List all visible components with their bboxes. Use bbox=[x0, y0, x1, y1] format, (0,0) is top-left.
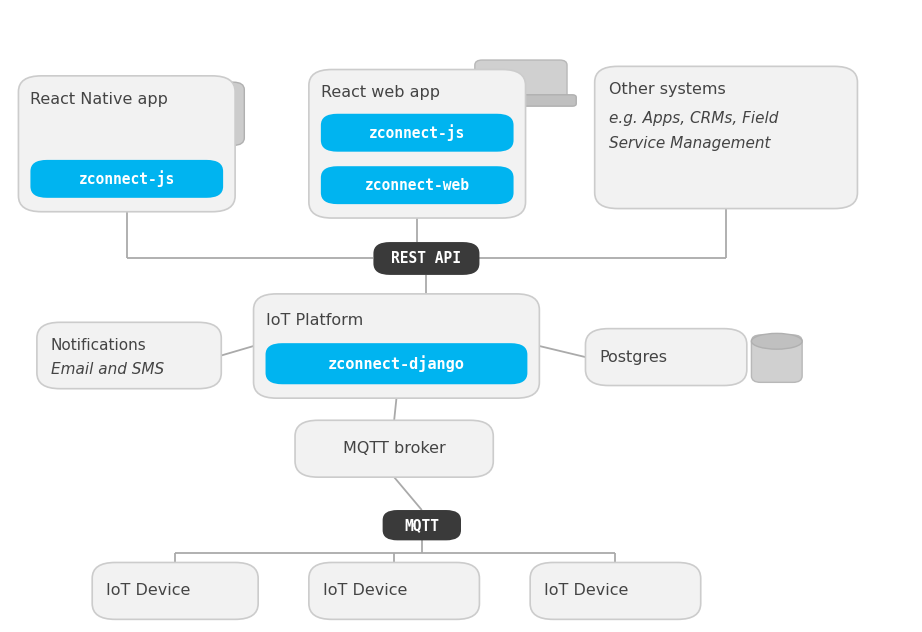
Text: zconnect-js: zconnect-js bbox=[369, 125, 466, 141]
FancyBboxPatch shape bbox=[309, 562, 479, 619]
FancyBboxPatch shape bbox=[383, 510, 461, 540]
Text: zconnect-web: zconnect-web bbox=[365, 178, 469, 193]
Ellipse shape bbox=[751, 334, 802, 349]
Text: IoT Platform: IoT Platform bbox=[266, 313, 362, 328]
FancyBboxPatch shape bbox=[321, 166, 514, 204]
FancyBboxPatch shape bbox=[254, 294, 539, 398]
FancyBboxPatch shape bbox=[266, 343, 527, 384]
Text: IoT Device: IoT Device bbox=[544, 583, 629, 599]
FancyBboxPatch shape bbox=[475, 60, 567, 101]
Text: zconnect-django: zconnect-django bbox=[328, 355, 465, 372]
FancyBboxPatch shape bbox=[194, 82, 244, 145]
FancyBboxPatch shape bbox=[321, 114, 514, 152]
FancyBboxPatch shape bbox=[309, 70, 526, 218]
FancyBboxPatch shape bbox=[161, 76, 212, 139]
FancyBboxPatch shape bbox=[585, 329, 747, 386]
Text: React web app: React web app bbox=[321, 85, 440, 100]
Text: React Native app: React Native app bbox=[30, 92, 169, 107]
Text: MQTT broker: MQTT broker bbox=[343, 441, 445, 456]
FancyBboxPatch shape bbox=[373, 242, 479, 275]
Text: e.g. Apps, CRMs, Field: e.g. Apps, CRMs, Field bbox=[609, 111, 778, 126]
FancyBboxPatch shape bbox=[295, 420, 493, 477]
FancyBboxPatch shape bbox=[18, 76, 235, 212]
Text: REST API: REST API bbox=[392, 251, 461, 266]
FancyBboxPatch shape bbox=[30, 160, 223, 198]
Text: IoT Device: IoT Device bbox=[106, 583, 191, 599]
FancyBboxPatch shape bbox=[530, 562, 701, 619]
Text: Postgres: Postgres bbox=[599, 349, 668, 365]
Text: Notifications: Notifications bbox=[51, 338, 147, 353]
FancyBboxPatch shape bbox=[595, 66, 857, 209]
FancyBboxPatch shape bbox=[751, 335, 802, 382]
Text: Email and SMS: Email and SMS bbox=[51, 362, 164, 377]
FancyBboxPatch shape bbox=[466, 95, 576, 106]
Text: zconnect-js: zconnect-js bbox=[78, 171, 175, 187]
Text: IoT Device: IoT Device bbox=[323, 583, 408, 599]
Text: Service Management: Service Management bbox=[609, 136, 770, 151]
Text: Other systems: Other systems bbox=[609, 82, 726, 97]
FancyBboxPatch shape bbox=[92, 562, 258, 619]
Text: MQTT: MQTT bbox=[405, 518, 439, 533]
FancyBboxPatch shape bbox=[37, 322, 221, 389]
